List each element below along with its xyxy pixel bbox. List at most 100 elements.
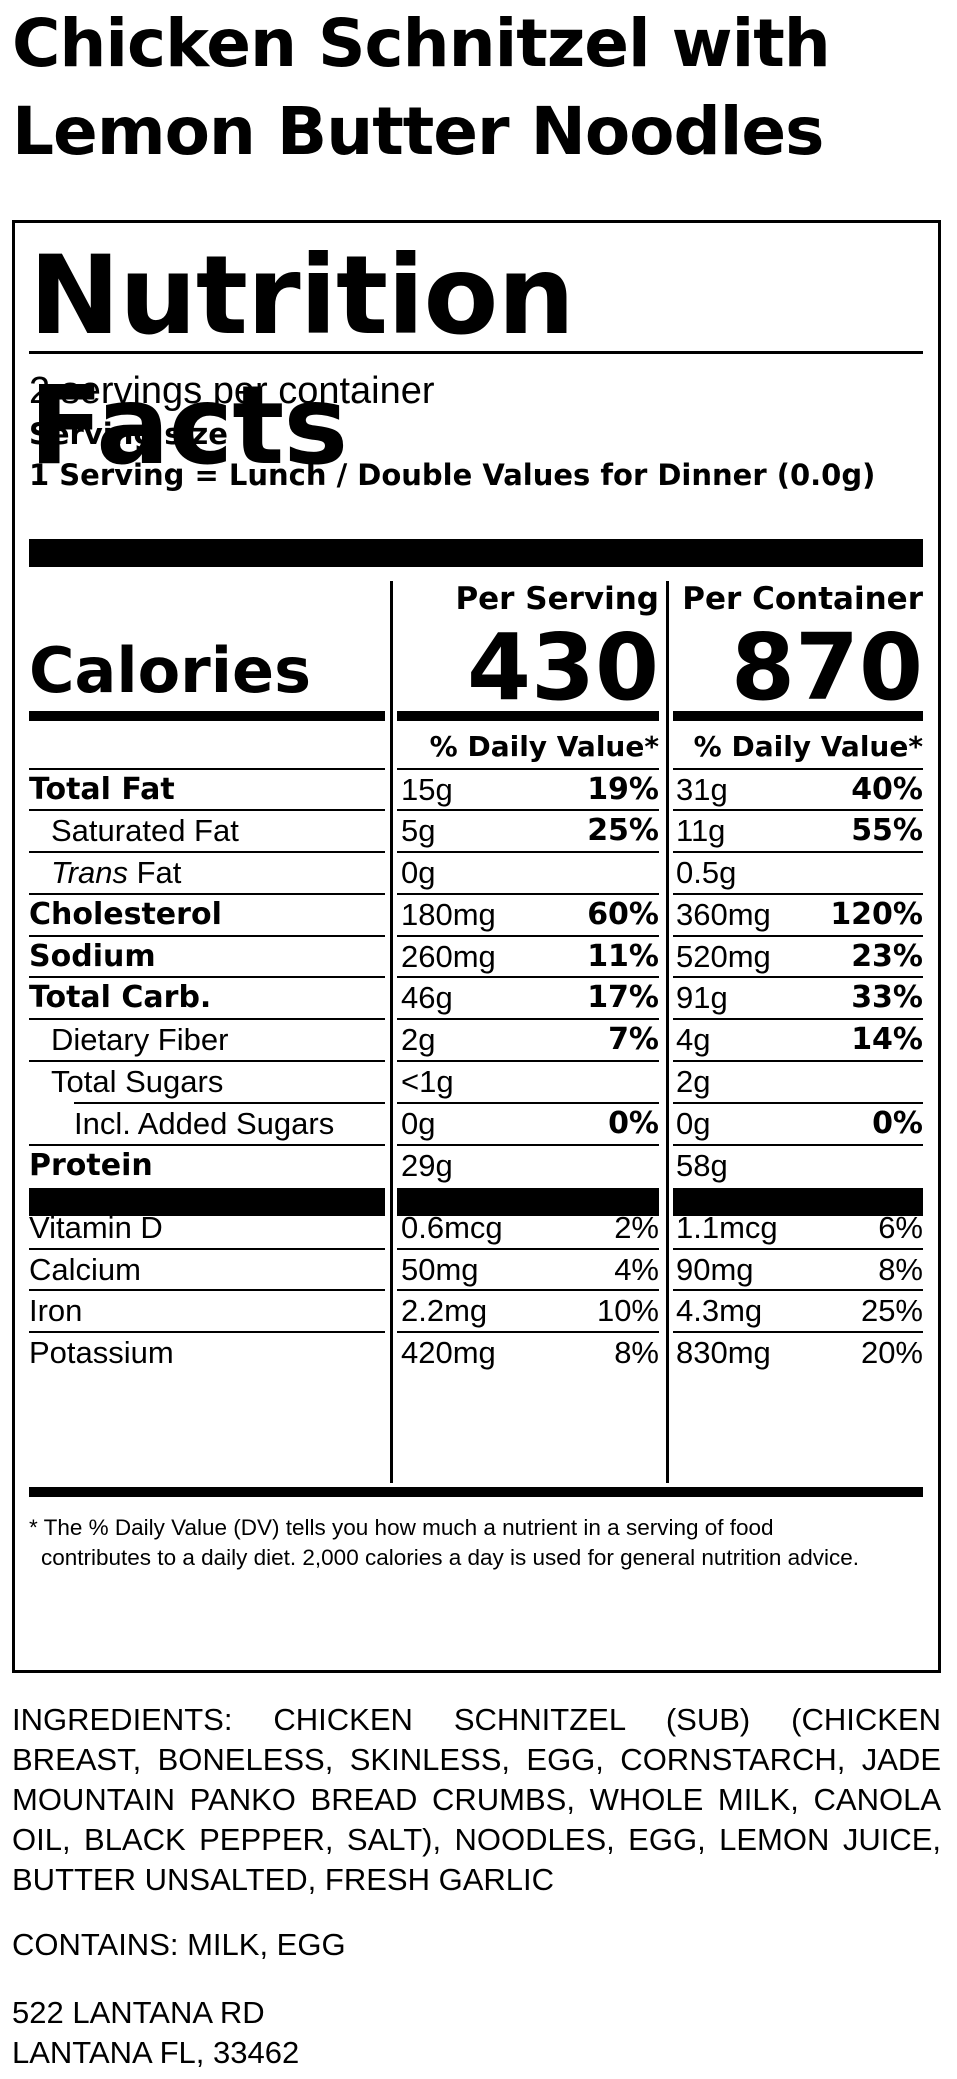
row-divider: [397, 1144, 659, 1146]
daily-value-header: % Daily Value*: [429, 730, 659, 763]
per-serving-daily-value: 8%: [614, 1335, 659, 1370]
row-divider: [397, 768, 659, 770]
per-serving-header: Per Serving: [455, 581, 659, 617]
row-divider: [673, 1102, 923, 1104]
per-container-amount: 0.5g: [676, 855, 737, 890]
nutrient-name: Potassium: [29, 1335, 174, 1370]
row-divider: [673, 976, 923, 978]
row-divider: [397, 935, 659, 937]
row-divider: [673, 893, 923, 895]
row-divider: [29, 809, 385, 811]
divider-medium: [673, 711, 923, 721]
per-container-amount: 360mg: [676, 897, 771, 932]
footnote-line: * The % Daily Value (DV) tells you how m…: [29, 1515, 774, 1540]
ingredients-text: INGREDIENTS: CHICKEN SCHNITZEL (SUB) (CH…: [12, 1702, 941, 1897]
per-serving-amount: 0g: [401, 855, 436, 890]
per-serving-amount: 5g: [401, 813, 436, 848]
row-divider: [397, 809, 659, 811]
nutrient-name: Incl. Added Sugars: [74, 1106, 335, 1141]
row-divider: [29, 768, 385, 770]
row-divider: [29, 1331, 385, 1333]
per-serving-daily-value: 25%: [587, 813, 659, 848]
column-separator: [390, 581, 393, 1483]
per-serving-daily-value: 11%: [587, 939, 659, 974]
row-divider: [29, 851, 385, 853]
per-container-amount: 520mg: [676, 939, 771, 974]
per-serving-daily-value: 10%: [596, 1293, 659, 1328]
row-divider: [29, 1144, 385, 1146]
row-divider: [29, 976, 385, 978]
per-container-amount: 4.3mg: [676, 1293, 763, 1328]
row-divider: [673, 768, 923, 770]
nutrient-name: Sodium: [29, 939, 156, 974]
nutrient-name: Cholesterol: [29, 897, 222, 932]
nutrient-name-suffix: Fat: [136, 855, 182, 890]
row-divider: [397, 1060, 659, 1062]
address-line: 522 LANTANA RD: [12, 1995, 265, 2030]
per-container-amount: 0g: [676, 1106, 711, 1141]
per-serving-amount: 46g: [401, 980, 453, 1015]
per-serving-amount: 2.2mg: [401, 1293, 488, 1328]
per-container-amount: 830mg: [676, 1335, 771, 1370]
per-serving-amount: 180mg: [401, 897, 496, 932]
per-serving-amount: 2g: [401, 1022, 436, 1057]
per-container-daily-value: 23%: [851, 939, 923, 974]
daily-value-header: % Daily Value*: [693, 730, 923, 763]
per-container-daily-value: 25%: [860, 1293, 923, 1328]
per-container-amount: 4g: [676, 1022, 711, 1057]
divider-thick: [29, 539, 923, 567]
row-divider: [397, 893, 659, 895]
per-container-amount: 2g: [676, 1064, 711, 1099]
per-container-daily-value: 14%: [851, 1022, 923, 1057]
per-container-amount: 1.1mcg: [676, 1210, 778, 1245]
nutrient-name: Saturated Fat: [51, 813, 239, 848]
divider-medium: [29, 711, 385, 721]
nutrition-facts-panel: Nutrition Facts 2 servings per container…: [12, 220, 941, 1673]
per-container-amount: 91g: [676, 980, 728, 1015]
per-serving-daily-value: 17%: [587, 980, 659, 1015]
allergens-text: CONTAINS: MILK, EGG: [12, 1927, 346, 1962]
column-separator: [666, 581, 669, 1483]
per-container-daily-value: 20%: [860, 1335, 923, 1370]
per-serving-daily-value: 0%: [608, 1106, 659, 1141]
calories-per-serving: 430: [466, 614, 659, 721]
per-serving-amount: 260mg: [401, 939, 496, 974]
row-divider: [673, 1018, 923, 1020]
nutrient-name: Total Carb.: [29, 980, 212, 1015]
row-divider: [74, 1102, 385, 1104]
row-divider: [673, 851, 923, 853]
row-divider: [673, 1289, 923, 1291]
nutrient-name: Trans Fat: [51, 853, 181, 893]
row-divider: [29, 1248, 385, 1250]
divider-medium: [397, 711, 659, 721]
row-divider: [397, 1289, 659, 1291]
row-divider: [673, 1331, 923, 1333]
per-serving-amount: 0g: [401, 1106, 436, 1141]
per-serving-daily-value: 4%: [614, 1252, 659, 1287]
serving-size-value: 1 Serving = Lunch / Double Values for Di…: [29, 458, 876, 492]
nutrient-name: Iron: [29, 1293, 83, 1328]
per-container-daily-value: 33%: [851, 980, 923, 1015]
row-divider: [29, 1289, 385, 1291]
row-divider: [29, 1018, 385, 1020]
per-container-amount: 90mg: [676, 1252, 754, 1287]
daily-value-footnote: * The % Daily Value (DV) tells you how m…: [29, 1513, 923, 1573]
row-divider: [397, 1018, 659, 1020]
row-divider: [29, 935, 385, 937]
per-container-daily-value: 6%: [878, 1210, 923, 1245]
row-divider: [673, 1248, 923, 1250]
calories-per-container: 870: [730, 614, 923, 721]
divider-thick: [29, 1188, 385, 1216]
row-divider: [397, 1331, 659, 1333]
row-divider: [673, 809, 923, 811]
address-line: LANTANA FL, 33462: [12, 2035, 300, 2070]
per-serving-daily-value: 2%: [614, 1210, 659, 1245]
row-divider: [29, 893, 385, 895]
row-divider: [397, 1248, 659, 1250]
nutrient-name: Total Sugars: [51, 1064, 224, 1099]
row-divider: [397, 1102, 659, 1104]
row-divider: [397, 976, 659, 978]
divider-thin: [29, 351, 923, 354]
per-serving-amount: 420mg: [401, 1335, 496, 1370]
divider-thick: [673, 1188, 923, 1216]
